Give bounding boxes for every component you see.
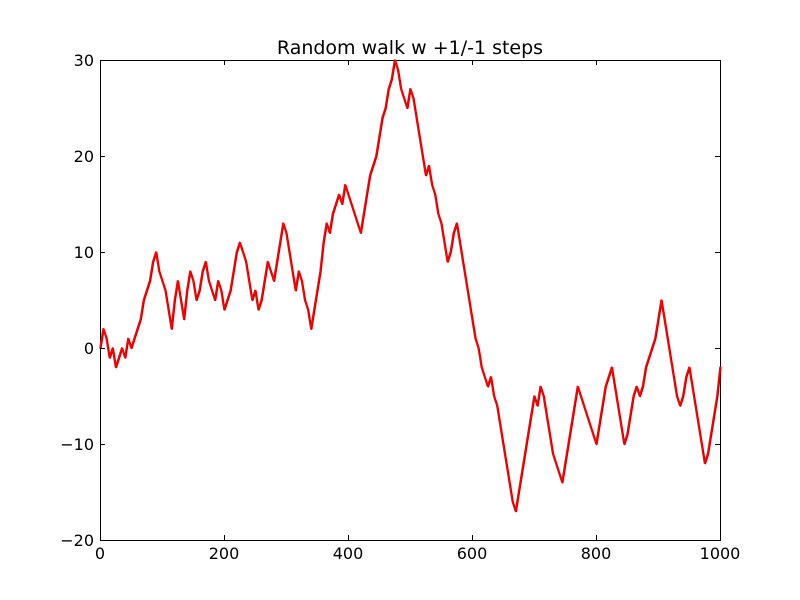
axis-ticks — [100, 60, 721, 541]
y-tick-label-10: 10 — [74, 243, 94, 262]
x-tick-label-400: 400 — [333, 544, 364, 563]
x-tick-label-800: 800 — [581, 544, 612, 563]
plot-frame — [100, 60, 721, 541]
y-tick-label-20: 20 — [74, 147, 94, 166]
chart-title: Random walk w +1/-1 steps — [277, 37, 543, 59]
walk-line-0 — [99, 59, 721, 513]
y-tick-label-minus20: −20 — [60, 531, 94, 550]
walk-series — [99, 59, 722, 513]
x-tick-label-200: 200 — [209, 544, 240, 563]
x-tick-label-600: 600 — [457, 544, 488, 563]
y-tick-label-0: 0 — [84, 339, 94, 358]
x-tick-label-1000: 1000 — [700, 544, 741, 563]
y-tick-label-minus10: −10 — [60, 435, 94, 454]
y-tick-label-30: 30 — [74, 51, 94, 70]
x-tick-label-0: 0 — [95, 544, 105, 563]
